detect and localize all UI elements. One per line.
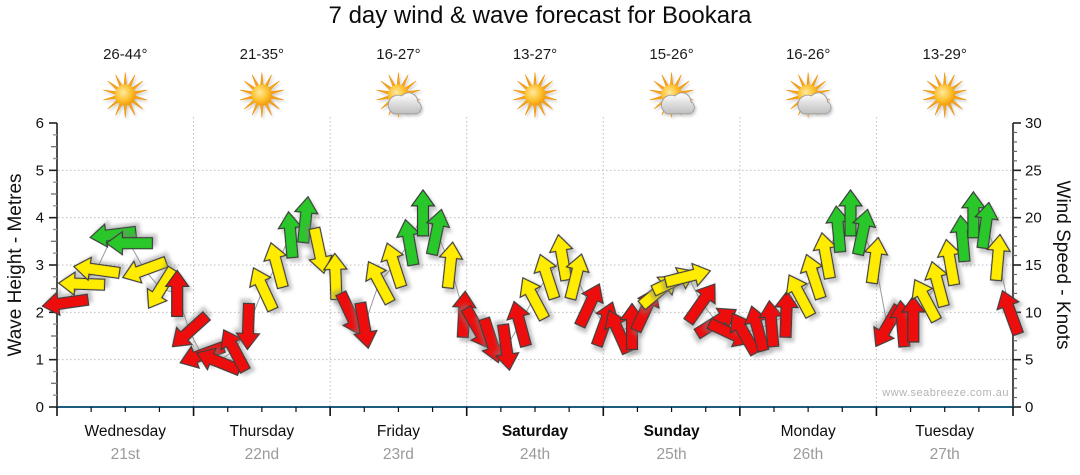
wind-speed-tick-label: 5 [1025,352,1033,369]
day-name-label: Saturday [502,423,569,440]
wind-arrow-icon [837,188,864,237]
wind-arrow-icon [263,241,289,290]
sunny-icon [103,72,148,118]
wave-height-tick-label: 0 [36,399,44,416]
wind-arrow-icon [604,309,634,356]
day-date-label: 24th [520,446,550,463]
wind-arrow-icon [564,253,590,301]
wind-arrow-icon [548,233,574,282]
wind-arrow-icon [322,252,349,301]
day-headers: 26-44° Wednesday 21st 21-35° Thursday 22nd 16-… [84,46,974,463]
wind-speed-tick-label: 20 [1025,210,1042,227]
wind-arrow-icon [171,310,212,348]
temp-range-label: 21-35° [240,46,284,63]
wind-arrow-icon [974,201,1000,250]
wind-arrow-icon [851,208,877,257]
wind-arrow-icon [506,300,533,349]
wind-arrow-icon [574,283,604,329]
day-date-label: 25th [656,446,686,463]
axis-tick-labels: 0 1 2 3 4 5 6 0 5 10 15 20 25 30 [36,115,1042,416]
wind-arrow-icon [164,269,190,317]
watermark: www.seabreeze.com.au [882,387,1009,399]
wind-arrow-icon [249,266,279,313]
wind-arrow-icon [985,233,1012,282]
day-date-label: 22nd [245,446,279,463]
day-name-label: Monday [781,423,836,440]
day-name-label: Friday [377,423,420,440]
wind-arrow-icon [663,262,712,289]
wind-arrow-icon [146,265,179,310]
wave-height-tick-label: 4 [36,210,44,227]
wind-speed-tick-label: 0 [1025,399,1033,416]
wind-speed-tick-label: 25 [1025,162,1042,179]
wind-arrow-icon [410,188,436,237]
cloud-icon [661,92,695,115]
temp-range-label: 16-27° [376,46,420,63]
day-date-label: 23rd [383,446,414,463]
temp-range-label: 15-26° [649,46,693,63]
sunny-icon [239,72,284,118]
temp-range-label: 13-29° [923,46,967,63]
temp-range-label: 26-44° [103,46,147,63]
wind-arrow-icon [799,253,827,301]
temp-range-label: 16-26° [786,46,830,63]
wind-arrow-icon [308,226,333,275]
wind-arrow-icon [72,256,121,282]
partly-cloudy-icon [649,72,695,118]
wind-arrow-icon [380,242,408,290]
wind-arrow-icon [533,253,561,301]
wind-arrow-icon [863,236,889,285]
wind-arrow-icon [293,195,319,244]
wave-height-tick-label: 2 [36,304,44,321]
day-name-label: Wednesday [84,423,166,440]
cloud-icon [797,92,832,115]
wave-height-tick-label: 3 [36,257,44,274]
day-date-label: 26th [793,446,823,463]
temp-range-label: 13-27° [513,46,557,63]
wave-height-tick-label: 5 [36,162,44,179]
wave-height-tick-label: 1 [36,352,44,369]
wind-arrow-icon [773,290,800,338]
wind-arrow-icon [519,276,551,322]
wind-arrow-icon [911,278,943,324]
wind-arrow-icon [235,302,261,351]
wind-arrow-icon [89,222,138,249]
wind-arrow-icon [121,255,169,284]
sunny-icon [922,72,967,118]
wind-arrow-icon [785,274,817,320]
day-date-label: 21st [111,446,141,463]
wind-speed-tick-label: 30 [1025,115,1042,132]
wind-arrow-icon [425,208,451,257]
wind-speed-tick-label: 10 [1025,304,1042,321]
day-name-label: Thursday [230,423,295,440]
partly-cloudy-icon [376,72,422,118]
wind-arrow-icon [105,230,153,256]
partly-cloudy-icon [786,72,832,118]
wind-speed-tick-label: 15 [1025,257,1042,274]
day-name-label: Tuesday [915,423,974,440]
wind-arrow-icon [494,323,520,372]
wind-arrow-icon [41,291,90,317]
wind-arrow-icon [996,289,1025,337]
page-title: 7 day wind & wave forecast for Bookara [328,2,752,29]
sunny-icon [512,72,558,118]
wind-arrow-series [41,188,1025,377]
day-date-label: 27th [930,446,960,463]
wind-arrow-icon [352,301,378,350]
day-name-label: Sunday [644,423,700,440]
wind-arrow-icon [683,283,716,326]
cloud-icon [387,92,422,115]
wind-arrow-icon [900,294,926,343]
wind-arrow-icon [438,241,464,290]
wind-arrow-icon [57,271,106,297]
wave-height-tick-label: 6 [36,115,44,132]
wind-arrow-icon [365,260,396,306]
